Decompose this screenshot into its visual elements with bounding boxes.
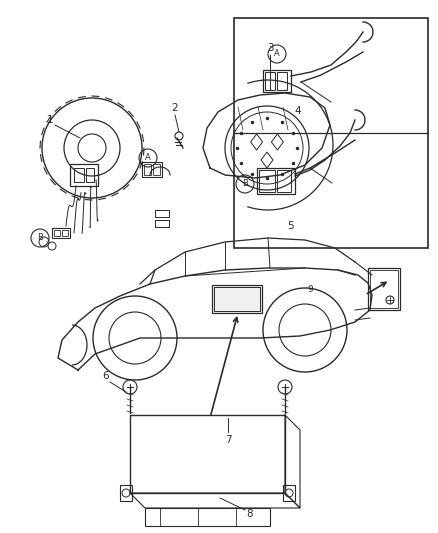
Bar xyxy=(86,168,94,182)
Text: 1: 1 xyxy=(47,115,53,125)
Bar xyxy=(214,287,260,311)
Bar xyxy=(74,168,84,182)
Bar xyxy=(368,268,400,310)
Bar xyxy=(257,168,295,194)
Bar xyxy=(234,18,428,248)
Bar xyxy=(52,228,70,238)
Bar xyxy=(54,230,60,236)
Bar xyxy=(70,164,98,186)
Bar xyxy=(62,230,68,236)
Bar xyxy=(144,164,151,175)
Bar xyxy=(155,220,169,227)
Bar xyxy=(130,415,285,493)
Bar xyxy=(153,164,160,175)
Text: A: A xyxy=(274,50,280,59)
Text: 2: 2 xyxy=(172,103,178,113)
Bar xyxy=(155,210,169,217)
Text: 6: 6 xyxy=(102,371,110,381)
Text: 9: 9 xyxy=(307,286,313,295)
Bar xyxy=(120,485,132,501)
Text: 8: 8 xyxy=(247,509,253,519)
Bar xyxy=(370,270,398,308)
Text: 4: 4 xyxy=(295,106,301,116)
Text: 3: 3 xyxy=(267,43,273,53)
Bar xyxy=(145,508,270,526)
Bar xyxy=(283,485,295,501)
Bar xyxy=(265,72,275,90)
Text: B: B xyxy=(37,233,43,243)
Bar xyxy=(277,72,287,90)
Bar xyxy=(259,170,275,192)
Text: B: B xyxy=(242,180,248,189)
Bar xyxy=(212,285,262,313)
Text: 7: 7 xyxy=(225,435,231,445)
Text: A: A xyxy=(145,154,151,163)
Bar xyxy=(277,170,291,192)
Text: 5: 5 xyxy=(287,221,293,231)
Bar xyxy=(263,70,291,92)
Bar xyxy=(142,162,162,177)
